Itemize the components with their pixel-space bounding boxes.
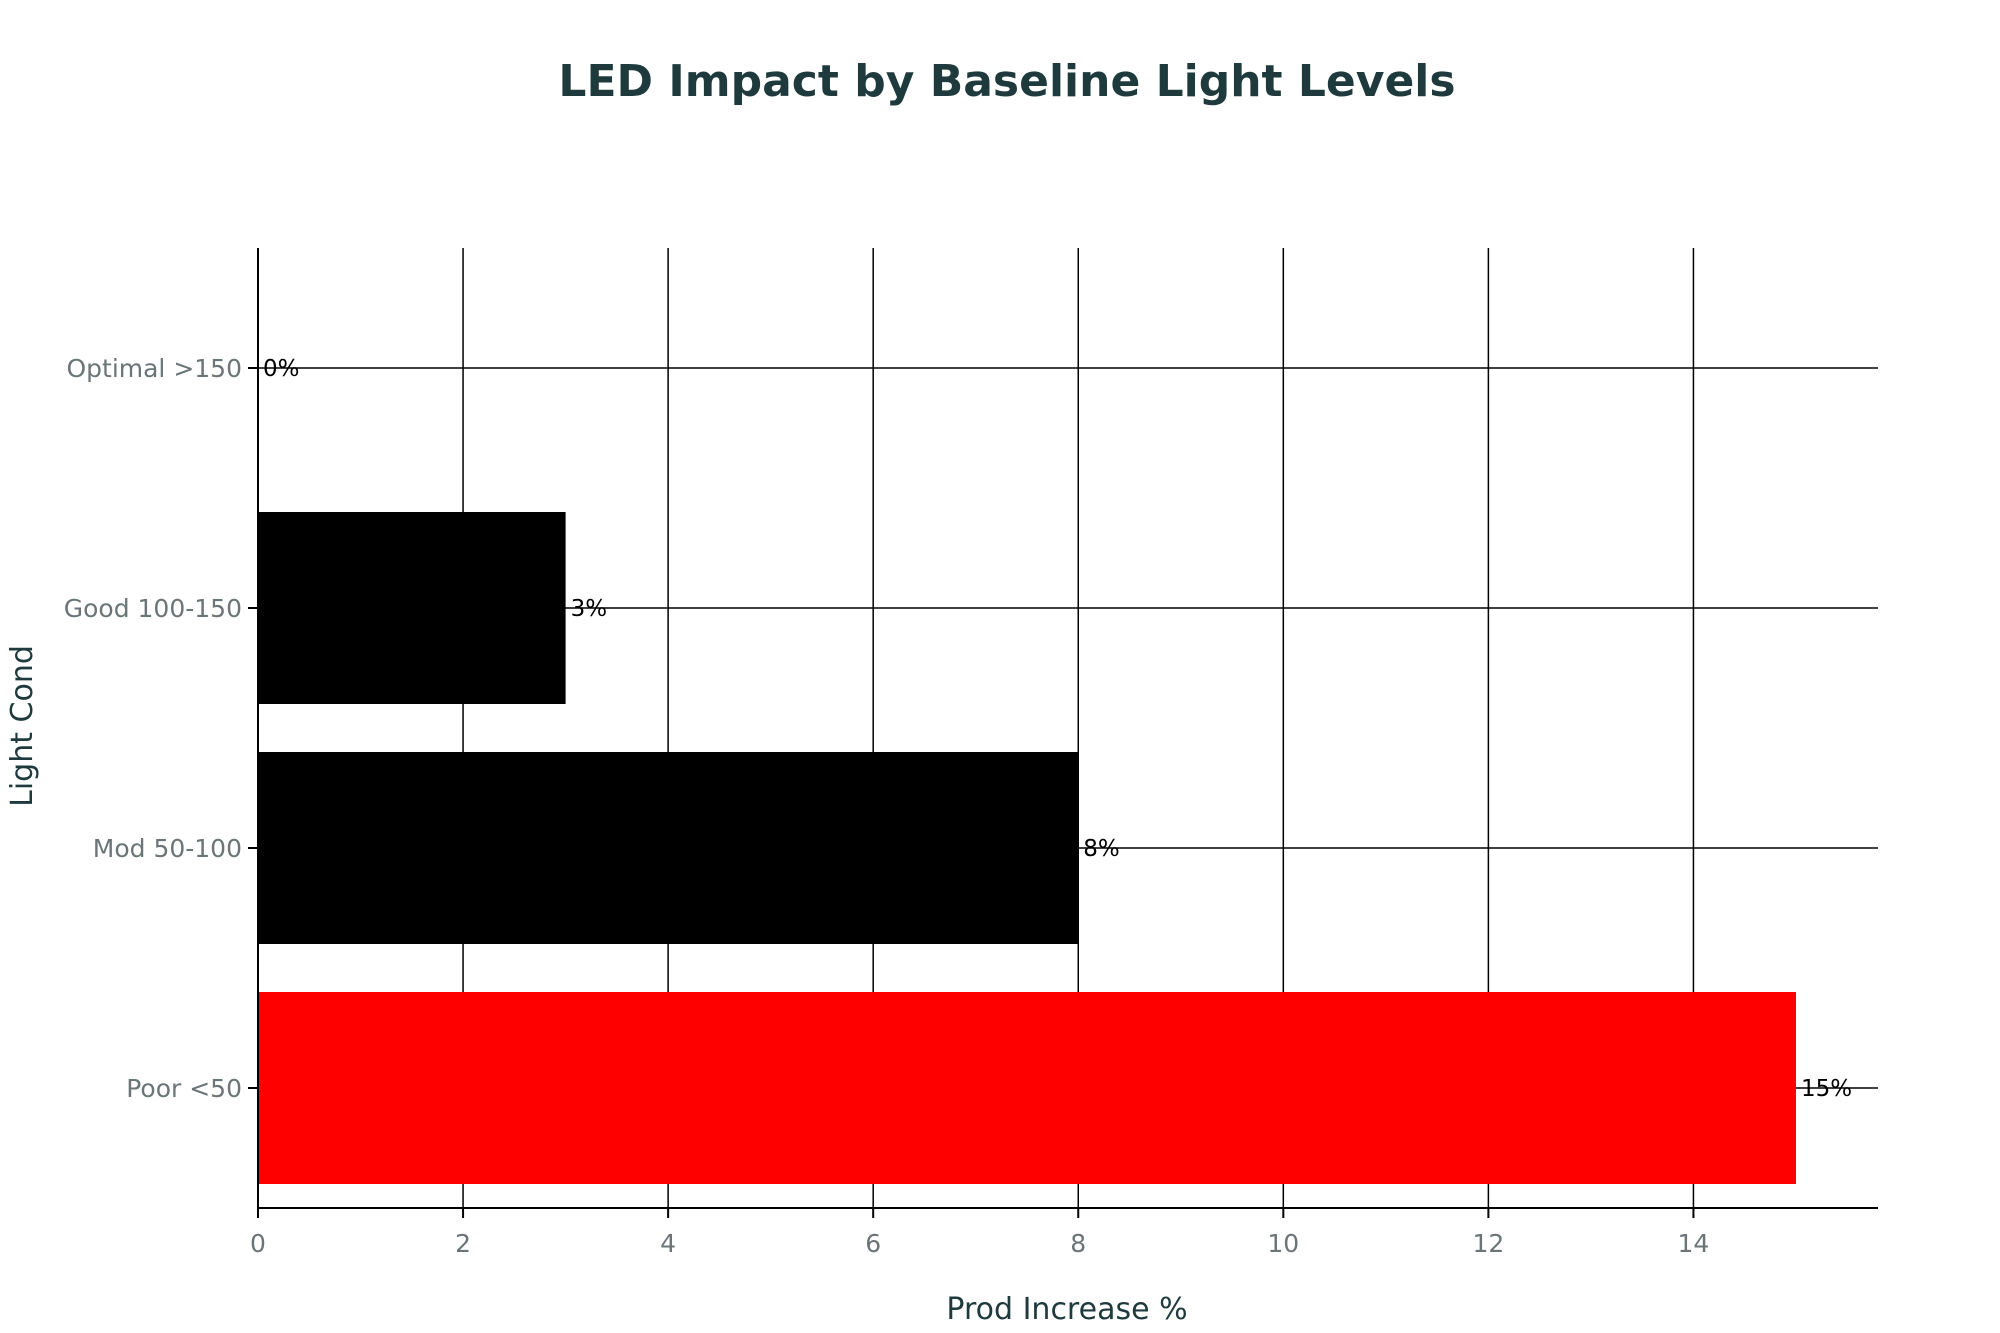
x-tick-label: 12 bbox=[1472, 1229, 1504, 1258]
data-label: 15% bbox=[1801, 1076, 1852, 1102]
bar bbox=[258, 992, 1796, 1184]
axes bbox=[248, 248, 1878, 1218]
x-tick-label: 4 bbox=[660, 1229, 676, 1258]
y-axis-title: Light Cond bbox=[5, 645, 40, 807]
y-tick-label: Good 100-150 bbox=[64, 594, 242, 623]
chart-title: LED Impact by Baseline Light Levels bbox=[558, 56, 1455, 107]
x-tick-label: 2 bbox=[455, 1229, 471, 1258]
x-tick-label: 6 bbox=[865, 1229, 881, 1258]
bar bbox=[258, 512, 566, 704]
x-tick-label: 14 bbox=[1678, 1229, 1710, 1258]
y-tick-label: Poor <50 bbox=[126, 1074, 242, 1103]
bars bbox=[258, 512, 1796, 1184]
data-labels: 15% 8% 3% 0% bbox=[263, 356, 1852, 1102]
data-label: 3% bbox=[571, 596, 608, 622]
x-axis-title: Prod Increase % bbox=[946, 1292, 1187, 1327]
data-label: 8% bbox=[1083, 836, 1120, 862]
y-tick-label: Optimal >150 bbox=[66, 354, 242, 383]
x-tick-label: 0 bbox=[250, 1229, 266, 1258]
tick-labels: 0 2 4 6 8 10 12 14 Poor <50 Mod 50-100 Good 100-15… bbox=[64, 354, 1710, 1258]
x-tick-label: 8 bbox=[1070, 1229, 1086, 1258]
y-tick-label: Mod 50-100 bbox=[93, 834, 242, 863]
x-tick-label: 10 bbox=[1267, 1229, 1299, 1258]
bar bbox=[258, 752, 1079, 944]
data-label: 0% bbox=[263, 356, 300, 382]
